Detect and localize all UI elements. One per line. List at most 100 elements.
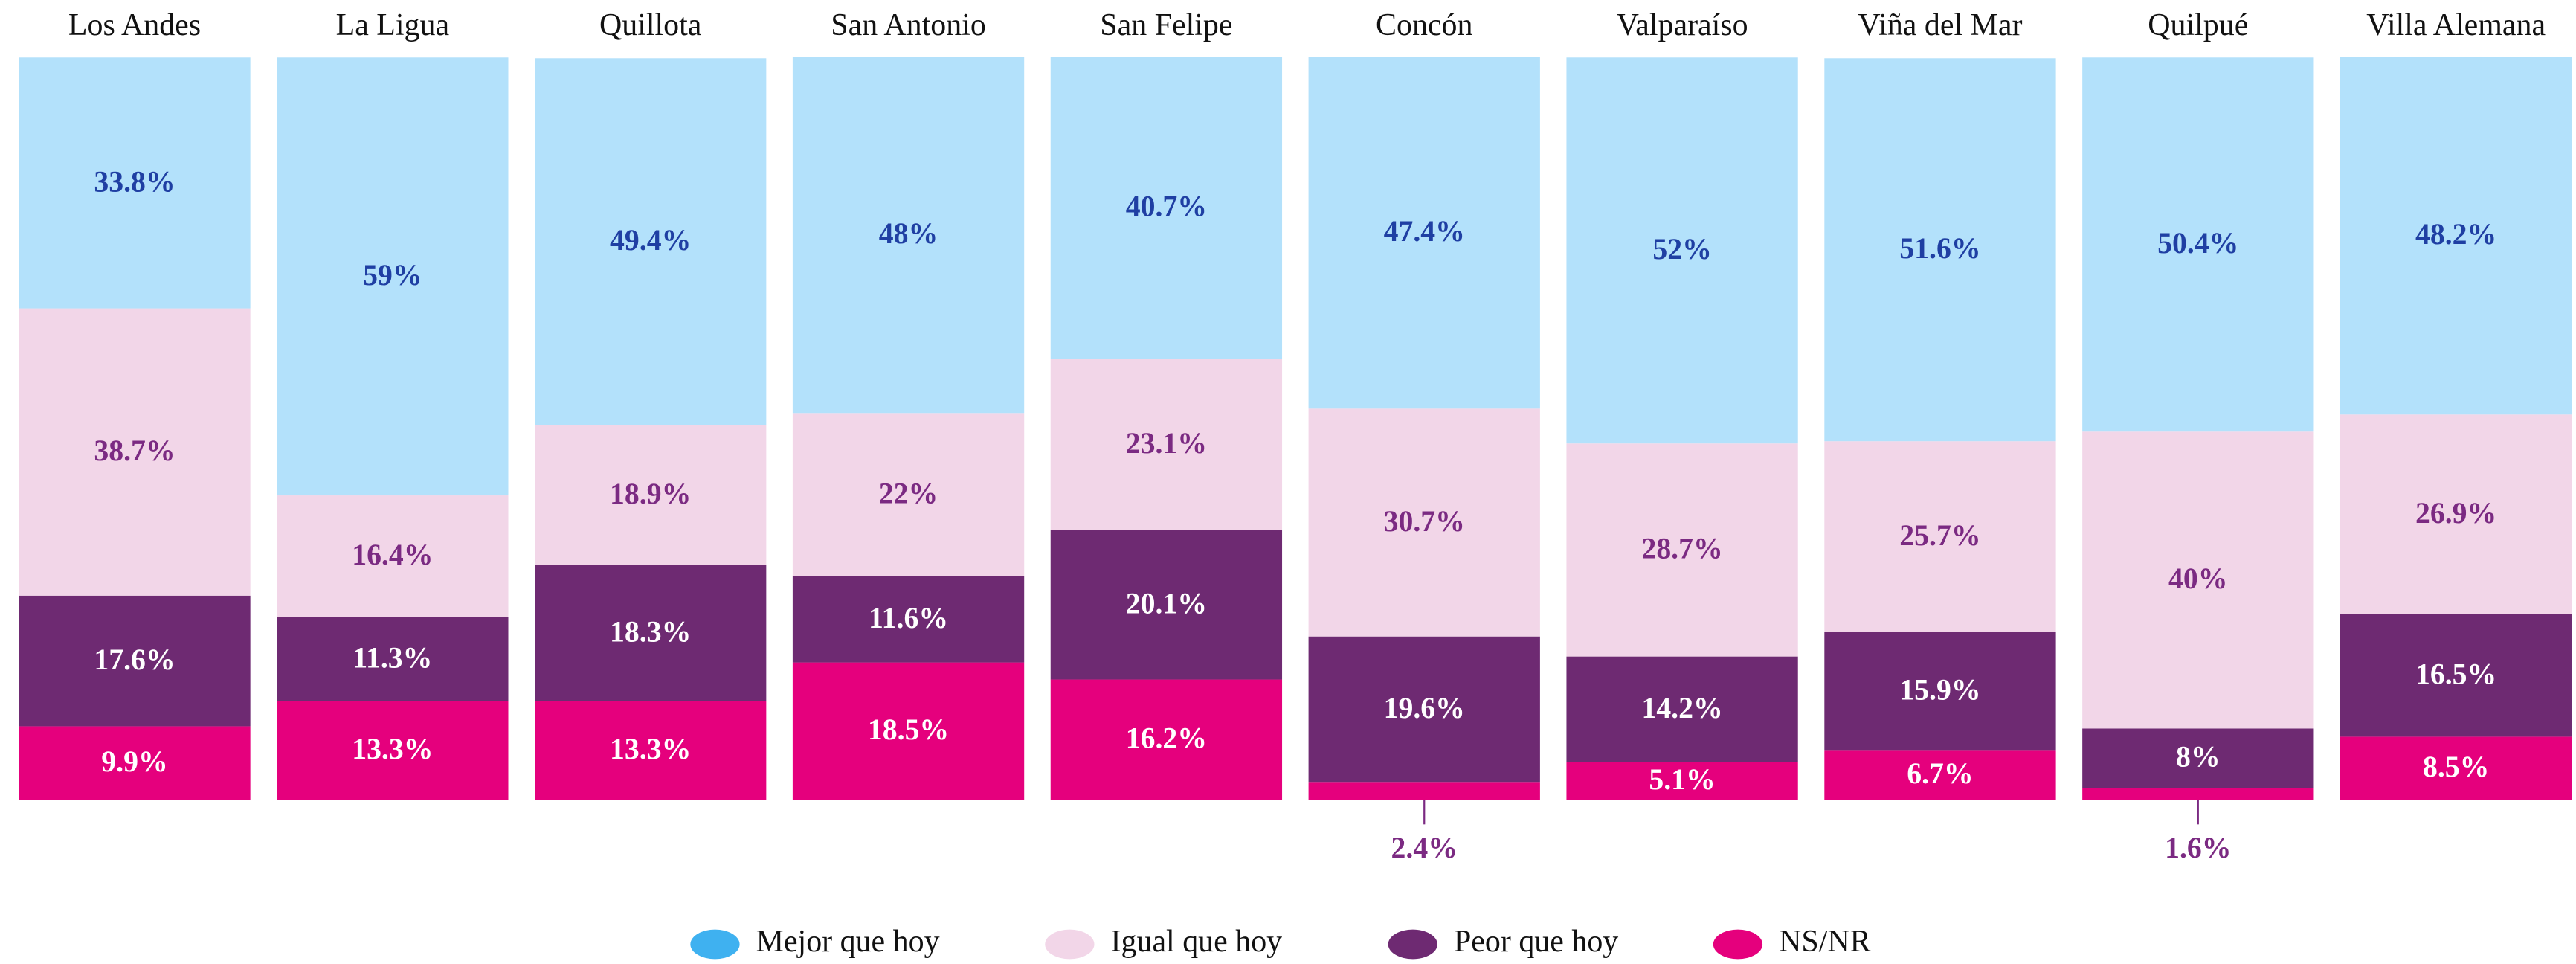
category-label: Los Andes [68, 8, 201, 42]
bar-segment [277, 617, 509, 701]
data-label: 33.8% [94, 165, 175, 198]
category-label: Concón [1376, 8, 1472, 42]
category-label: Valparaíso [1617, 8, 1748, 42]
data-label: 5.1% [1649, 763, 1715, 796]
data-label: 52% [1652, 233, 1711, 266]
bar-segment [1050, 679, 1283, 800]
bar-segment [2340, 414, 2572, 614]
bar-segment [792, 57, 1025, 414]
data-label: 18.3% [610, 616, 691, 649]
bar-segment [1566, 656, 1798, 762]
bar-segment [2340, 614, 2572, 737]
data-label: 16.5% [2415, 658, 2496, 690]
bar-segment [1050, 57, 1283, 359]
data-label: 50.4% [2157, 227, 2238, 260]
bar-segment [792, 662, 1025, 800]
data-label: 20.1% [1126, 588, 1207, 620]
bar-segment [1308, 57, 1540, 409]
data-label: 14.2% [1641, 692, 1722, 724]
data-label: 25.7% [1899, 519, 1980, 552]
bar-segment [535, 701, 767, 800]
bar-segment [19, 57, 251, 309]
data-label: 17.6% [94, 643, 175, 676]
data-label: 2.4% [1391, 832, 1458, 864]
legend-swatch [690, 929, 740, 960]
category-label: Villa Alemana [2366, 8, 2546, 42]
bar-segment [792, 413, 1025, 576]
category-label: San Antonio [831, 8, 986, 42]
bar-segment [1050, 530, 1283, 680]
data-label: 23.1% [1126, 427, 1207, 460]
data-label: 38.7% [94, 434, 175, 467]
data-label: 51.6% [1899, 232, 1980, 265]
bar-segment [1308, 636, 1540, 783]
bar-segment [1824, 750, 2056, 800]
data-label: 11.3% [352, 641, 432, 674]
category-label: San Felipe [1100, 8, 1232, 42]
bar-segment [1824, 58, 2056, 442]
bar-segment [792, 576, 1025, 663]
legend-label: Igual que hoy [1111, 925, 1283, 959]
data-label: 48.2% [2415, 218, 2496, 251]
legend-swatch [1045, 929, 1095, 960]
bar-segment [2340, 736, 2572, 800]
bar-segment [277, 57, 509, 496]
data-label: 30.7% [1384, 505, 1465, 538]
data-label: 40.7% [1126, 190, 1207, 223]
legend-label: NS/NR [1779, 925, 1871, 959]
data-label: 16.4% [352, 539, 433, 571]
data-label: 13.3% [352, 733, 433, 765]
bar-segment [1308, 782, 1540, 800]
data-label: 49.4% [610, 224, 691, 257]
legend-swatch [1388, 929, 1437, 960]
category-label: Quillota [599, 8, 702, 42]
data-label: 48% [879, 217, 938, 250]
bar-segment [19, 726, 251, 800]
data-label: 1.6% [2165, 832, 2231, 864]
data-label: 47.4% [1384, 215, 1465, 248]
bar-segment [535, 58, 767, 425]
bar-segment [277, 701, 509, 800]
bar-segment [535, 565, 767, 701]
bar-segment [1308, 408, 1540, 637]
bar-segment [19, 595, 251, 727]
bar-segment [2082, 728, 2314, 788]
bar-segment [2340, 57, 2572, 415]
legend-swatch [1713, 929, 1763, 960]
data-label: 15.9% [1899, 673, 1980, 706]
data-label: 8.5% [2423, 751, 2489, 783]
category-label: La Ligua [336, 8, 450, 42]
bar-segment [1824, 441, 2056, 632]
data-label: 22% [879, 477, 938, 510]
bar-segment [1824, 632, 2056, 751]
data-label: 19.6% [1384, 692, 1465, 724]
data-label: 40% [2168, 562, 2227, 595]
data-label: 13.3% [610, 733, 691, 765]
data-label: 18.9% [610, 478, 691, 510]
category-label: Viña del Mar [1858, 8, 2022, 42]
bar-segment [535, 425, 767, 565]
bar-segment [1566, 57, 1798, 444]
data-label: 18.5% [868, 713, 949, 746]
data-label: 59% [363, 259, 422, 292]
bar-segment [277, 495, 509, 617]
data-label: 16.2% [1126, 722, 1207, 755]
bar-segment [1050, 359, 1283, 530]
bar-segment [1566, 443, 1798, 657]
bar-segment [1566, 762, 1798, 800]
bar-segment [19, 308, 251, 596]
bar-segment [2082, 431, 2314, 729]
data-label: 11.6% [869, 602, 948, 634]
legend-label: Mejor que hoy [756, 925, 940, 959]
data-label: 8% [2176, 741, 2221, 774]
data-label: 6.7% [1907, 757, 1973, 790]
data-label: 26.9% [2415, 497, 2496, 530]
bar-segment [2082, 57, 2314, 432]
category-label: Quilpué [2148, 8, 2248, 42]
data-label: 28.7% [1641, 533, 1722, 565]
data-label: 9.9% [101, 745, 167, 778]
legend-label: Peor que hoy [1454, 925, 1618, 959]
bar-segment [2082, 788, 2314, 800]
